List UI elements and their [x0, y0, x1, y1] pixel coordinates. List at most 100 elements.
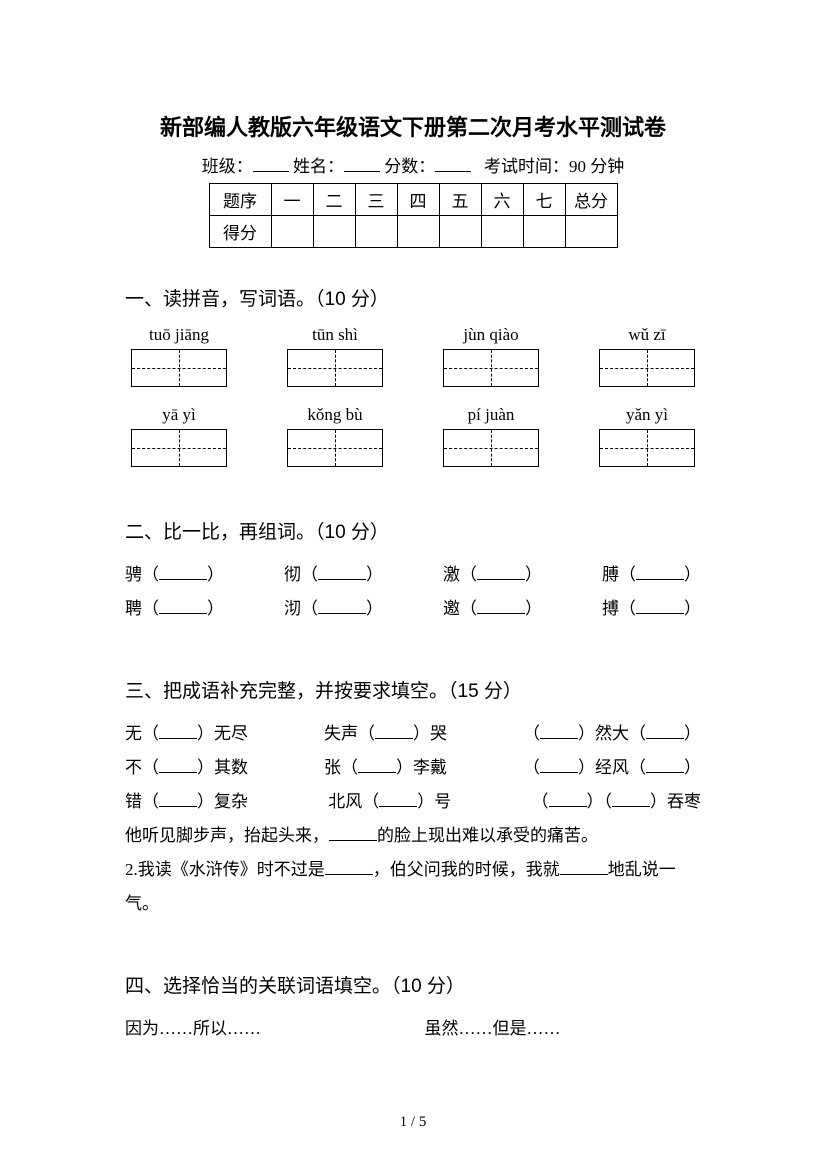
pinyin: tūn shì: [287, 325, 383, 345]
col-5: 五: [439, 184, 481, 216]
blank[interactable]: [540, 758, 578, 773]
blank[interactable]: [318, 599, 366, 614]
t: 2.我读《水浒传》时不过是: [125, 860, 325, 879]
blank[interactable]: [358, 758, 396, 773]
label-time: 考试时间：90 分钟: [484, 157, 624, 176]
idiom-row: 无（）无尽 失声（）哭 （）然大（）: [125, 717, 701, 751]
conj-a: 因为……所以……: [125, 1012, 425, 1046]
t: 错（: [125, 792, 159, 811]
t: ）然大（: [578, 724, 646, 743]
col-7: 七: [523, 184, 565, 216]
t: ）: [684, 724, 701, 743]
col-total: 总分: [565, 184, 617, 216]
pinyin-row: tuō jiāng tūn shì jùn qiào wǔ zī: [125, 325, 701, 345]
blank[interactable]: [159, 565, 207, 580]
t: 张（: [324, 758, 358, 777]
blank[interactable]: [159, 599, 207, 614]
blank[interactable]: [646, 724, 684, 739]
compare-row: 聘（） 沏（） 邀（） 搏（）: [125, 592, 701, 626]
score-cell[interactable]: [481, 216, 523, 248]
blank[interactable]: [379, 792, 417, 807]
blank-class[interactable]: [253, 155, 289, 172]
page-title: 新部编人教版六年级语文下册第二次月考水平测试卷: [125, 110, 701, 142]
t: 无（: [125, 724, 159, 743]
idiom-row: 错（）复杂 北风（）号 （）（）吞枣: [125, 785, 701, 819]
blank[interactable]: [477, 565, 525, 580]
blank[interactable]: [646, 758, 684, 773]
pinyin-row: yā yì kǒng bù pí juàn yǎn yì: [125, 405, 701, 425]
blank[interactable]: [636, 599, 684, 614]
score-cell[interactable]: [565, 216, 617, 248]
score-cell[interactable]: [355, 216, 397, 248]
t: 他听见脚步声，抬起头来，: [125, 826, 329, 845]
page-number: 1 / 5: [0, 1114, 826, 1131]
pinyin: yǎn yì: [599, 405, 695, 425]
blank[interactable]: [159, 724, 197, 739]
t: ）: [684, 758, 701, 777]
pinyin: wǔ zī: [599, 325, 695, 345]
blank[interactable]: [560, 860, 608, 875]
t: （: [523, 758, 540, 777]
tianzi-box[interactable]: [599, 429, 695, 467]
blank[interactable]: [636, 565, 684, 580]
char: 搏: [602, 599, 619, 618]
t: ）哭: [413, 724, 447, 743]
blank[interactable]: [540, 724, 578, 739]
score-cell[interactable]: [313, 216, 355, 248]
char: 激: [443, 565, 460, 584]
col-6: 六: [481, 184, 523, 216]
t: ，伯父问我的时候，我就: [373, 860, 560, 879]
conj-b: 虽然……但是……: [425, 1012, 561, 1046]
blank[interactable]: [477, 599, 525, 614]
blank[interactable]: [549, 792, 587, 807]
q3-line1: 他听见脚步声，抬起头来， 的脸上现出难以承受的痛苦。: [125, 819, 701, 853]
score-cell[interactable]: [397, 216, 439, 248]
pinyin: kǒng bù: [287, 405, 383, 425]
tianzi-box[interactable]: [599, 349, 695, 387]
tianzi-box[interactable]: [131, 429, 227, 467]
t: ）无尽: [197, 724, 248, 743]
score-table: 题序 一 二 三 四 五 六 七 总分 得分: [209, 183, 618, 248]
blank[interactable]: [325, 860, 373, 875]
t: 的脸上现出难以承受的痛苦。: [377, 826, 598, 845]
t: 北风（: [328, 792, 379, 811]
write-boxes-row: [125, 349, 701, 387]
th-score: 得分: [209, 216, 271, 248]
blank[interactable]: [159, 758, 197, 773]
blank[interactable]: [375, 724, 413, 739]
score-cell[interactable]: [523, 216, 565, 248]
tianzi-box[interactable]: [131, 349, 227, 387]
pinyin: tuō jiāng: [131, 325, 227, 345]
blank-name[interactable]: [344, 155, 380, 172]
score-cell[interactable]: [439, 216, 481, 248]
blank[interactable]: [329, 826, 377, 841]
t: ）号: [417, 792, 451, 811]
tianzi-box[interactable]: [287, 349, 383, 387]
tianzi-box[interactable]: [443, 349, 539, 387]
t: 不（: [125, 758, 159, 777]
write-boxes-row: [125, 429, 701, 467]
label-class: 班级：: [202, 157, 253, 176]
t: 地乱说一: [608, 860, 676, 879]
blank-score[interactable]: [435, 155, 471, 172]
section-3-heading: 三、把成语补充完整，并按要求填空。（15 分）: [125, 676, 701, 703]
t: ）经风（: [578, 758, 646, 777]
col-3: 三: [355, 184, 397, 216]
t: （: [532, 792, 549, 811]
section-4-heading: 四、选择恰当的关联词语填空。（10 分）: [125, 971, 701, 998]
score-cell[interactable]: [271, 216, 313, 248]
blank[interactable]: [159, 792, 197, 807]
section-2-heading: 二、比一比，再组词。（10 分）: [125, 517, 701, 544]
blank[interactable]: [612, 792, 650, 807]
char: 邀: [443, 599, 460, 618]
blank[interactable]: [318, 565, 366, 580]
pinyin: jùn qiào: [443, 325, 539, 345]
col-4: 四: [397, 184, 439, 216]
t: ）吞枣: [650, 792, 701, 811]
label-name: 姓名：: [293, 157, 344, 176]
col-1: 一: [271, 184, 313, 216]
tianzi-box[interactable]: [443, 429, 539, 467]
q3-line2b: 气。: [125, 887, 701, 921]
tianzi-box[interactable]: [287, 429, 383, 467]
t: ）（: [587, 792, 613, 811]
